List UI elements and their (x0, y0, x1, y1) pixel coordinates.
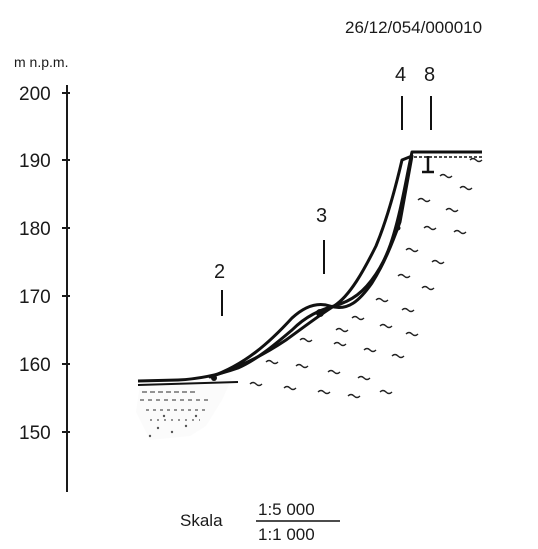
marker-label-2: 2 (214, 261, 225, 283)
wave-mark (364, 349, 376, 352)
wave-mark (358, 377, 370, 380)
wave-mark (460, 187, 472, 190)
sediment-dot (163, 415, 165, 417)
document-id: 26/12/054/000010 (345, 18, 482, 37)
y-tick-label: 180 (19, 219, 51, 240)
wave-mark (440, 175, 452, 178)
wave-mark (334, 343, 346, 346)
wave-mark (380, 391, 392, 394)
wave-mark (470, 159, 482, 162)
y-tick-label: 150 (19, 423, 51, 444)
wave-mark (406, 333, 418, 336)
wave-mark (336, 329, 348, 332)
sediment-hatching (136, 378, 232, 440)
axis-unit-label: m n.p.m. (14, 54, 68, 70)
terrain-profile-line (138, 152, 482, 381)
marker-label-3: 3 (316, 205, 327, 227)
wave-mark (352, 317, 364, 320)
scale-vertical: 1:1 000 (258, 525, 315, 544)
sediment-dot (149, 435, 151, 437)
wave-mark (398, 275, 410, 278)
wave-mark (418, 199, 430, 202)
wave-mark (446, 209, 458, 212)
sediment-dot (157, 427, 159, 429)
wave-mark (266, 361, 278, 364)
wave-mark (328, 371, 340, 374)
wave-mark (296, 365, 308, 368)
wave-mark (348, 395, 360, 398)
wave-mark (318, 391, 330, 394)
y-tick-label: 170 (19, 287, 51, 308)
scale-label: Skala (180, 511, 223, 530)
wave-mark (250, 383, 262, 386)
bedrock-hatching (250, 159, 482, 398)
y-tick-label: 190 (19, 151, 51, 172)
profile-blot (396, 226, 401, 231)
wave-mark (380, 325, 392, 328)
wave-mark (454, 231, 466, 234)
profile-blot (211, 375, 217, 381)
y-tick-label: 200 (19, 84, 51, 105)
sediment-outline (136, 378, 232, 440)
wave-mark (422, 287, 434, 290)
wave-mark (402, 309, 414, 312)
sediment-dot (185, 425, 187, 427)
y-tick-label: 160 (19, 355, 51, 376)
wave-mark (406, 249, 418, 252)
wave-mark (424, 227, 436, 230)
wave-mark (376, 299, 388, 302)
wave-mark (392, 355, 404, 358)
scale-horizontal: 1:5 000 (258, 500, 315, 519)
sediment-dot (195, 415, 197, 417)
marker-label-4: 4 (395, 64, 406, 86)
wave-mark (432, 261, 444, 264)
wave-mark (300, 339, 312, 342)
sediment-dot (171, 431, 173, 433)
marker-label-8: 8 (424, 64, 435, 86)
profile-blot (316, 309, 324, 317)
wave-mark (284, 387, 296, 390)
